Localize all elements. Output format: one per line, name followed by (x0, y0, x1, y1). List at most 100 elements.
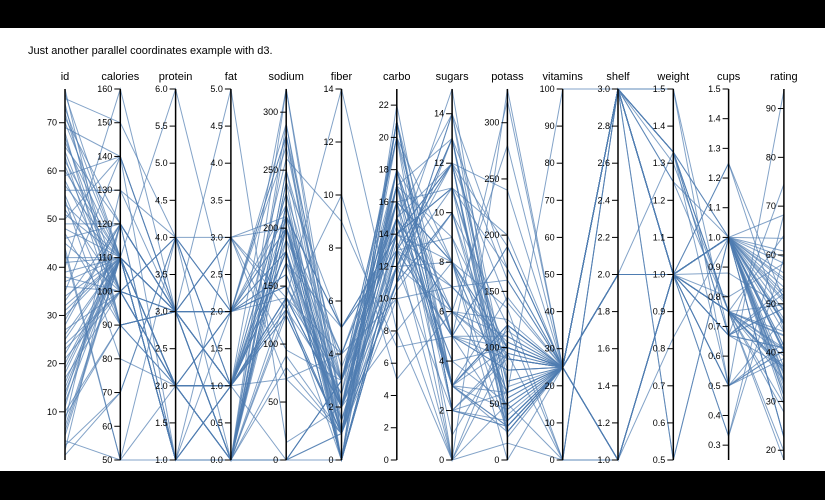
tick-label-fat-2: 1.0 (210, 381, 223, 391)
axis-fat[interactable]: fat 0.0 0.5 1.0 1.5 2.0 2.5 3.0 3.5 4.0 4.5 5.0 (210, 71, 237, 465)
tick-label-fat-7: 3.5 (210, 195, 223, 205)
tick-label-sugars-0: 0 (439, 455, 444, 465)
tick-label-shelf-4: 1.8 (597, 307, 610, 317)
tick-label-shelf-7: 2.4 (597, 195, 610, 205)
axis-weight[interactable]: weight 0.5 0.6 0.7 0.8 0.9 1.0 1.1 1.2 1.3 1.4 1.5 (653, 71, 689, 465)
data-line-record-35 (64, 87, 785, 396)
tick-label-potass-2: 100 (484, 343, 499, 353)
tick-label-vitamins-2: 20 (545, 381, 555, 391)
tick-label-weight-9: 1.4 (653, 121, 666, 131)
tick-label-weight-1: 0.6 (653, 418, 666, 428)
data-lines-group (64, 87, 785, 462)
tick-label-vitamins-10: 100 (540, 84, 555, 94)
axis-label-id: id (61, 71, 70, 83)
tick-label-cups-8: 1.1 (708, 203, 721, 213)
tick-label-carbo-3: 6 (384, 358, 389, 368)
tick-label-cups-10: 1.3 (708, 143, 721, 153)
axis-label-vitamins: vitamins (543, 71, 584, 83)
tick-label-vitamins-6: 60 (545, 232, 555, 242)
tick-label-calories-0: 50 (102, 455, 112, 465)
tick-label-cups-7: 1.0 (708, 232, 721, 242)
axis-rating[interactable]: rating 20 30 40 50 60 70 80 90 (766, 71, 798, 460)
tick-label-vitamins-0: 0 (550, 455, 555, 465)
tick-label-fat-8: 4.0 (210, 158, 223, 168)
tick-label-cups-1: 0.4 (708, 410, 721, 420)
tick-label-shelf-10: 3.0 (597, 84, 610, 94)
axis-id[interactable]: id 10 20 30 40 50 60 70 (47, 71, 69, 460)
axis-label-calories: calories (101, 71, 139, 83)
tick-label-sodium-3: 150 (263, 281, 278, 291)
tick-label-vitamins-3: 30 (545, 344, 555, 354)
tick-label-carbo-2: 4 (384, 390, 389, 400)
tick-label-vitamins-9: 90 (545, 121, 555, 131)
tick-label-rating-1: 30 (766, 396, 776, 406)
tick-label-rating-5: 70 (766, 201, 776, 211)
axis-label-rating: rating (770, 71, 798, 83)
tick-label-id-4: 50 (47, 214, 57, 224)
axis-protein[interactable]: protein 1.0 1.5 2.0 2.5 3.0 3.5 4.0 4.5 5.0 5.5 6.0 (155, 71, 192, 465)
tick-label-fiber-1: 2 (328, 402, 333, 412)
axis-sugars[interactable]: sugars 0 2 4 6 8 10 12 14 (434, 71, 469, 465)
axis-cups[interactable]: cups 0.3 0.4 0.5 0.6 0.7 0.8 0.9 1.0 1.1 1.2 1.3 1.4… (708, 71, 741, 460)
tick-label-cups-9: 1.2 (708, 173, 721, 183)
tick-label-sugars-4: 8 (439, 257, 444, 267)
tick-label-calories-8: 130 (97, 185, 112, 195)
tick-label-carbo-7: 14 (379, 229, 389, 239)
tick-label-vitamins-5: 50 (545, 270, 555, 280)
chart-canvas: Just another parallel coordinates exampl… (0, 28, 825, 471)
tick-label-vitamins-8: 80 (545, 158, 555, 168)
tick-label-weight-7: 1.2 (653, 195, 666, 205)
tick-label-rating-7: 90 (766, 104, 776, 114)
tick-label-cups-3: 0.6 (708, 351, 721, 361)
tick-label-calories-6: 110 (98, 253, 112, 263)
tick-label-fat-9: 4.5 (210, 121, 223, 131)
tick-label-rating-3: 50 (766, 299, 776, 309)
axis-potass[interactable]: potass 0 50 100 150 200 250 300 (484, 71, 524, 465)
tick-label-fiber-4: 8 (328, 243, 333, 253)
tick-label-weight-10: 1.5 (653, 84, 666, 94)
tick-label-cups-6: 0.9 (708, 262, 721, 272)
axis-calories[interactable]: calories 50 60 70 80 90 100 110 120 130 140 150 160 (97, 71, 139, 465)
tick-label-weight-3: 0.8 (653, 344, 666, 354)
tick-label-fat-10: 5.0 (210, 84, 223, 94)
tick-label-protein-6: 4.0 (155, 232, 168, 242)
axis-shelf[interactable]: shelf 1.0 1.2 1.4 1.6 1.8 2.0 2.2 2.4 2.6 2.8 3.0 (597, 71, 630, 465)
tick-label-carbo-8: 16 (379, 197, 389, 207)
tick-label-vitamins-4: 40 (545, 307, 555, 317)
tick-label-shelf-5: 2.0 (597, 270, 610, 280)
tick-label-protein-5: 3.5 (155, 270, 168, 280)
tick-label-protein-0: 1.0 (155, 455, 168, 465)
tick-label-protein-2: 2.0 (155, 381, 168, 391)
axes-group: id10203040506070calories5060708090100110… (47, 71, 798, 465)
axis-fiber[interactable]: fiber 0 2 4 6 8 10 12 14 (323, 71, 352, 465)
tick-label-protein-8: 5.0 (155, 158, 168, 168)
axis-label-fiber: fiber (331, 71, 353, 83)
tick-label-protein-3: 2.5 (155, 344, 168, 354)
tick-label-potass-4: 200 (484, 230, 499, 240)
tick-label-carbo-11: 22 (379, 100, 389, 110)
axis-label-weight: weight (656, 71, 689, 83)
tick-label-carbo-1: 2 (384, 423, 389, 433)
tick-label-id-2: 30 (47, 310, 57, 320)
tick-label-calories-11: 160 (97, 84, 112, 94)
tick-label-sodium-5: 250 (263, 165, 278, 175)
axis-label-sodium: sodium (268, 71, 303, 83)
axis-sodium[interactable]: sodium 0 50 100 150 200 250 300 (263, 71, 304, 465)
tick-label-potass-1: 50 (489, 399, 499, 409)
tick-label-sodium-0: 0 (273, 455, 278, 465)
page-caption: Just another parallel coordinates exampl… (28, 45, 273, 57)
tick-label-fiber-5: 10 (323, 190, 333, 200)
axis-label-carbo: carbo (383, 71, 411, 83)
axis-vitamins[interactable]: vitamins 0 10 20 30 40 50 60 70 80 90 100 (540, 71, 584, 465)
tick-label-shelf-6: 2.2 (597, 232, 610, 242)
axis-carbo[interactable]: carbo 0 2 4 6 8 10 12 14 16 18 20 22 (379, 71, 411, 465)
tick-label-calories-3: 80 (102, 354, 112, 364)
tick-label-id-3: 40 (47, 262, 57, 272)
tick-label-fiber-7: 14 (323, 84, 333, 94)
tick-label-shelf-8: 2.6 (597, 158, 610, 168)
tick-label-carbo-5: 10 (379, 294, 389, 304)
tick-label-cups-5: 0.8 (708, 292, 721, 302)
tick-label-potass-5: 250 (484, 174, 499, 184)
tick-label-weight-0: 0.5 (653, 455, 666, 465)
tick-label-potass-6: 300 (484, 118, 499, 128)
